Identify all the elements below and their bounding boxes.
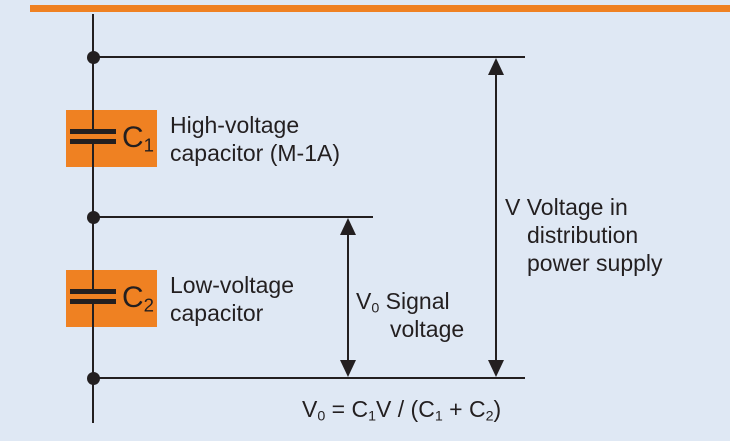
- node-dot-bottom: [87, 372, 100, 385]
- formula-part: V / (C: [376, 396, 435, 422]
- formula-part: ): [493, 396, 502, 422]
- capacitor-c1-box: [66, 110, 157, 167]
- arrow-shaft: [347, 226, 349, 369]
- formula-subscript: 1: [368, 408, 377, 425]
- formula-subscript: 0: [317, 408, 326, 425]
- formula-subscript: 2: [485, 408, 494, 425]
- c1-description-line1: High-voltage: [170, 112, 300, 138]
- capacitor-c2-label: C2: [122, 281, 155, 316]
- capacitor-c2-box: [66, 270, 157, 327]
- signal-voltage-line2: voltage: [390, 316, 465, 342]
- middle-wire: [93, 216, 373, 218]
- supply-voltage-label: V Voltage in distribution power supply: [505, 193, 663, 277]
- arrow-down-icon: [340, 360, 356, 377]
- c2-description-line1: Low-voltage: [170, 272, 295, 298]
- signal-voltage-line1: V0 Signal: [356, 287, 464, 317]
- v0-symbol: V: [356, 288, 372, 314]
- c1-subscript: 1: [143, 134, 155, 156]
- c2-symbol: C: [122, 281, 144, 314]
- bottom-wire: [93, 377, 525, 379]
- voltage-divider-formula: V0 = C1V / (C1 + C2): [302, 395, 502, 425]
- formula-subscript: 1: [434, 408, 443, 425]
- node-dot-top: [87, 51, 100, 64]
- capacitor-c2-plate-top: [70, 289, 116, 294]
- supply-voltage-arrow: [488, 58, 504, 377]
- top-accent-bar: [30, 5, 730, 12]
- capacitor-c1-label: C1: [122, 121, 155, 156]
- capacitor-c1-lead-top: [92, 110, 94, 129]
- node-dot-middle: [87, 211, 100, 224]
- arrow-shaft: [495, 66, 497, 369]
- supply-voltage-line2: distribution: [527, 222, 639, 248]
- formula-part: + C: [442, 396, 486, 422]
- c1-description-line2: capacitor (M-1A): [170, 140, 340, 166]
- c2-description-line2: capacitor: [170, 300, 264, 326]
- v0-subscript: 0: [371, 300, 380, 317]
- capacitor-c1-plate-top: [70, 129, 116, 134]
- capacitor-c2-lead-top: [92, 270, 94, 289]
- supply-voltage-line3: power supply: [527, 250, 663, 276]
- c1-symbol: C: [122, 121, 144, 154]
- signal-text: Signal: [379, 288, 450, 314]
- c2-subscript: 2: [143, 294, 155, 316]
- capacitor-c1-description: High-voltage capacitor (M-1A): [170, 111, 340, 167]
- capacitor-c2-plate-bottom: [70, 299, 116, 304]
- signal-voltage-arrow: [340, 218, 356, 377]
- formula-part: = C: [325, 396, 369, 422]
- capacitor-c2-description: Low-voltage capacitor: [170, 271, 294, 327]
- capacitor-c1-plate-bottom: [70, 139, 116, 144]
- signal-voltage-label: V0 Signal voltage: [356, 287, 464, 343]
- formula-part: V: [302, 396, 318, 422]
- supply-voltage-line1: V Voltage in: [505, 194, 628, 220]
- capacitor-c2-lead-bottom: [92, 304, 94, 327]
- capacitor-c1-lead-bottom: [92, 144, 94, 167]
- top-wire: [93, 56, 525, 58]
- arrow-down-icon: [488, 360, 504, 377]
